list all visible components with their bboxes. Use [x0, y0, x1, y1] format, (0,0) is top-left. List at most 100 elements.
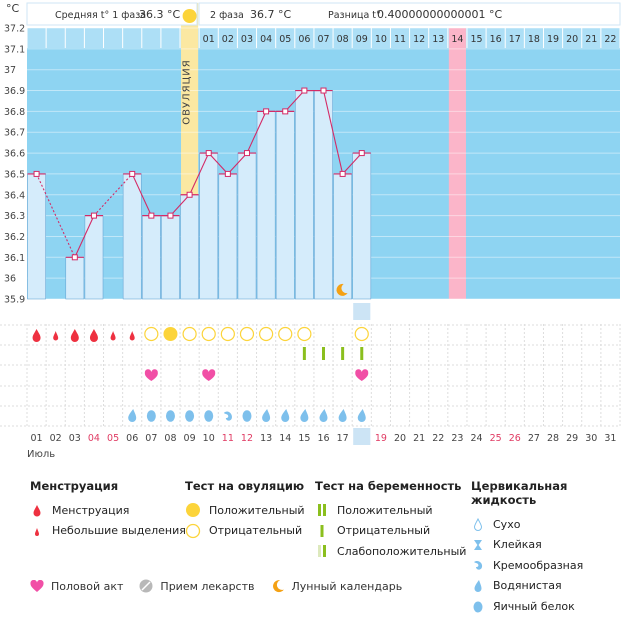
date-label-bottom: 31	[604, 433, 616, 444]
cycle-day-label: 08	[337, 34, 349, 45]
sun-outline-icon	[259, 326, 274, 342]
cycle-day-label: 13	[432, 34, 444, 45]
legend-title: Тест на овуляцию	[185, 479, 305, 493]
y-tick-label: 37	[4, 65, 16, 76]
sun-filled-icon	[182, 9, 197, 23]
sun-filled-icon	[186, 503, 200, 518]
rows-area	[27, 301, 620, 427]
cycle-day-label: 18	[528, 34, 540, 45]
cycle-day-label: 04	[260, 34, 272, 45]
watery-icon	[300, 409, 309, 422]
legend-label: Сухо	[493, 517, 521, 531]
line-segment	[36, 173, 76, 258]
date-label-bottom: 13	[260, 433, 272, 444]
y-tick-label: 36	[4, 274, 16, 285]
egg-white-icon	[473, 601, 483, 613]
legend-item: Клейкая	[471, 535, 626, 556]
legend-other: Половой акт Прием лекарств Лунный календ…	[30, 579, 418, 593]
legend-title: Цервикальная жидкость	[471, 479, 568, 507]
heart-icon	[144, 369, 158, 381]
legend-item: Слабоположительный	[315, 541, 466, 562]
watery-icon	[357, 409, 366, 422]
test-positive-icon	[322, 347, 325, 360]
temperature-bar	[84, 215, 104, 300]
date-label-bottom: 30	[585, 433, 597, 444]
small-drop-icon	[35, 527, 39, 536]
date-label-bottom: 28	[547, 433, 559, 444]
test-negative-icon	[320, 524, 324, 537]
legend-label: Кремообразная	[493, 558, 584, 572]
cycle-day-label: 01	[203, 34, 215, 45]
line-segment	[131, 173, 152, 216]
phase1-label: Средняя t° 1 фаза	[55, 10, 146, 21]
temperature-bar	[199, 152, 219, 300]
diff-label: Разница t°	[328, 10, 381, 21]
y-tick-label: 36.6	[4, 149, 25, 160]
date-label-bottom: 26	[509, 433, 521, 444]
header-phase2	[198, 2, 621, 26]
legend-fluid: Цервикальная жидкость Сухо Клейкая Кремо…	[471, 479, 626, 617]
legend-item: Яичный белок	[471, 596, 626, 617]
watery-icon	[262, 409, 271, 422]
legend-item: Сухо	[471, 514, 626, 535]
legend-label: Яичный белок	[493, 599, 575, 613]
diff-value: 0.40000000000001 °C	[377, 8, 502, 21]
drop-icon	[70, 329, 79, 342]
cycle-day-label: 10	[375, 34, 387, 45]
cycle-day-label: 14	[451, 34, 463, 45]
legend-item: Кремообразная	[471, 555, 626, 576]
legend-item: Менструация	[30, 500, 186, 521]
legend-item: Половой акт	[30, 579, 123, 593]
legend-label: Слабоположительный	[337, 544, 467, 558]
test-positive-icon	[318, 504, 326, 517]
date-label-bottom: 01	[31, 433, 43, 444]
sticky-icon	[474, 539, 482, 550]
date-label-bottom: 19	[375, 433, 387, 444]
ovulation-label: ОВУЛЯЦИЯ	[182, 59, 193, 125]
pill-icon	[139, 579, 153, 593]
line-segment	[208, 152, 229, 175]
y-tick-label: 36.2	[4, 232, 25, 243]
cycle-day-label: 03	[241, 34, 253, 45]
cycle-day-label: 16	[490, 34, 502, 45]
temperature-bar	[256, 111, 276, 300]
temperature-point	[167, 212, 174, 219]
date-label-bottom: 15	[298, 433, 310, 444]
test-positive-icon	[360, 347, 364, 360]
sun-outline-icon	[185, 523, 201, 538]
legend-label: Клейкая	[493, 538, 542, 552]
date-label-bottom: 10	[203, 433, 215, 444]
legend-label: Отрицательный	[337, 524, 431, 538]
legend-label: Прием лекарств	[160, 579, 255, 593]
test-weak-icon	[318, 545, 326, 558]
date-label-bottom: 16	[317, 433, 329, 444]
egg-white-icon	[242, 410, 252, 422]
temperature-point	[148, 212, 155, 219]
drop-icon	[33, 505, 41, 517]
cycle-day-label: 02	[222, 34, 234, 45]
cycle-day-label: 09	[356, 34, 368, 45]
dry-icon	[473, 518, 483, 532]
date-label-bottom: 23	[451, 433, 463, 444]
cycle-day-label: 17	[509, 34, 521, 45]
sun-outline-icon	[144, 326, 159, 342]
date-label-bottom: 21	[413, 433, 425, 444]
temperature-point	[263, 108, 270, 115]
sun-outline-icon	[220, 326, 235, 342]
date-label-bottom: 27	[528, 433, 540, 444]
cycle-day-band	[27, 28, 620, 48]
test-weak-icon	[302, 347, 306, 360]
legend-label: Отрицательный	[209, 524, 303, 538]
y-tick-label: 36.4	[4, 190, 25, 201]
legend-label: Лунный календарь	[291, 579, 403, 593]
legend-item: Отрицательный	[315, 521, 466, 542]
temperature-point	[358, 150, 365, 157]
date-label-bottom: 02	[50, 433, 62, 444]
date-label-bottom: 08	[164, 433, 176, 444]
date-label-bottom: 04	[88, 433, 100, 444]
cycle-day-label: 20	[566, 34, 578, 45]
moon-icon	[272, 580, 284, 593]
y-unit-label: °C	[6, 2, 20, 15]
temperature-point	[71, 254, 78, 261]
